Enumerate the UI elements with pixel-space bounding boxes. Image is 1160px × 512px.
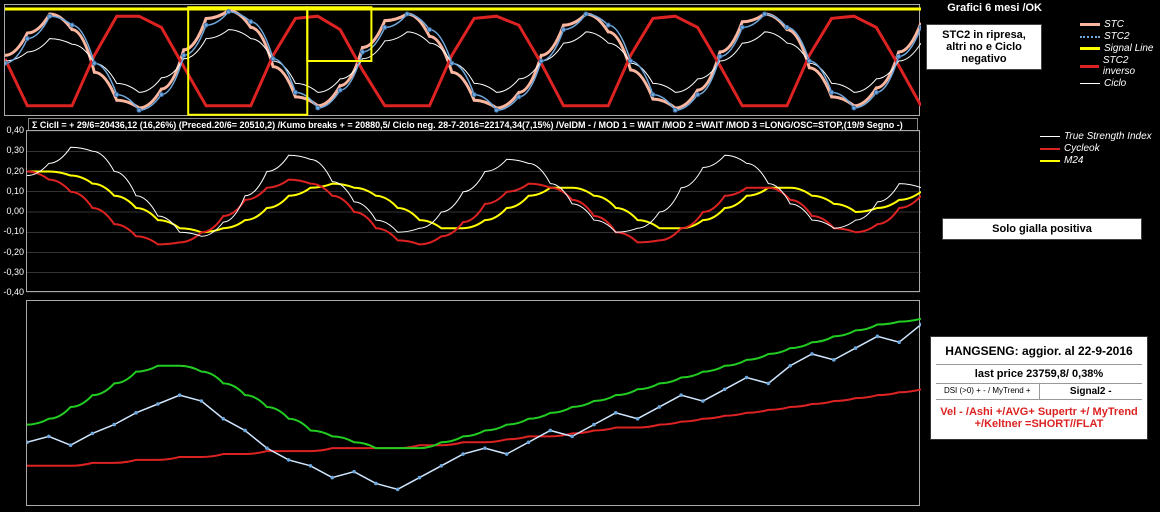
chart-tsi-panel	[26, 130, 920, 292]
legend-swatch	[1080, 36, 1100, 38]
legend-swatch	[1040, 160, 1060, 162]
legend-item: STC	[1080, 19, 1160, 30]
card-last-price: last price 23759,8/ 0,38%	[936, 364, 1142, 383]
root: Grafici 6 mesi /OK STC2 in ripresa, altr…	[0, 0, 1160, 512]
chart-stc-panel	[4, 4, 920, 116]
ytick-label: 0,10	[6, 186, 24, 196]
card-signal2: Signal2 -	[1040, 384, 1143, 399]
ytick-label: 0,00	[6, 206, 24, 216]
chart1-legend: STCSTC2Signal LineSTC2 inversoCiclo	[1080, 18, 1160, 90]
legend-item: Ciclo	[1080, 78, 1160, 89]
legend-label: Signal Line	[1104, 43, 1153, 54]
legend-label: Cycleok	[1064, 143, 1100, 154]
chart-price-panel	[26, 300, 920, 506]
legend-label: STC	[1104, 19, 1124, 30]
legend-label: STC2 inverso	[1103, 55, 1160, 77]
legend-item: True Strength Index	[1040, 131, 1152, 142]
ytick-label: 0,40	[6, 125, 24, 135]
ytick-label: -0,30	[3, 267, 24, 277]
legend-swatch	[1040, 136, 1060, 137]
legend-swatch	[1040, 148, 1060, 150]
ytick-label: 0,30	[6, 145, 24, 155]
ytick-label: -0,20	[3, 247, 24, 257]
legend-item: Cycleok	[1040, 143, 1152, 154]
legend-item: Signal Line	[1080, 43, 1160, 54]
legend-swatch	[1080, 83, 1100, 84]
legend-swatch	[1080, 47, 1100, 50]
chart2-legend: True Strength IndexCycleokM24	[1040, 130, 1152, 167]
legend-label: Ciclo	[1104, 78, 1126, 89]
ytick-label: -0,40	[3, 287, 24, 297]
legend-swatch	[1080, 65, 1099, 68]
instrument-card: HANGSENG: aggior. al 22-9-2016 last pric…	[930, 336, 1148, 440]
card-dsi: DSI (>0) + - / MyTrend +	[936, 384, 1040, 399]
legend-label: True Strength Index	[1064, 131, 1152, 142]
ytick-label: -0,10	[3, 226, 24, 236]
legend-swatch	[1080, 23, 1100, 26]
chart2-yaxis: -0,40-0,30-0,20-0,100,000,100,200,300,40	[0, 130, 24, 292]
ytick-label: 0,20	[6, 166, 24, 176]
header-title: Grafici 6 mesi /OK	[947, 2, 1042, 14]
legend-label: M24	[1064, 155, 1083, 166]
chart2-infobox: Solo gialla positiva	[942, 218, 1142, 240]
legend-item: STC2 inverso	[1080, 55, 1160, 77]
card-summary: Vel - /Ashi +/AVG+ Supertr +/ MyTrend +/…	[936, 399, 1142, 436]
legend-item: M24	[1040, 155, 1152, 166]
legend-item: STC2	[1080, 31, 1160, 42]
chart1-infobox: STC2 in ripresa, altri no e Ciclo negati…	[926, 24, 1042, 70]
card-title: HANGSENG: aggior. al 22-9-2016	[936, 340, 1142, 364]
legend-label: STC2	[1104, 31, 1130, 42]
